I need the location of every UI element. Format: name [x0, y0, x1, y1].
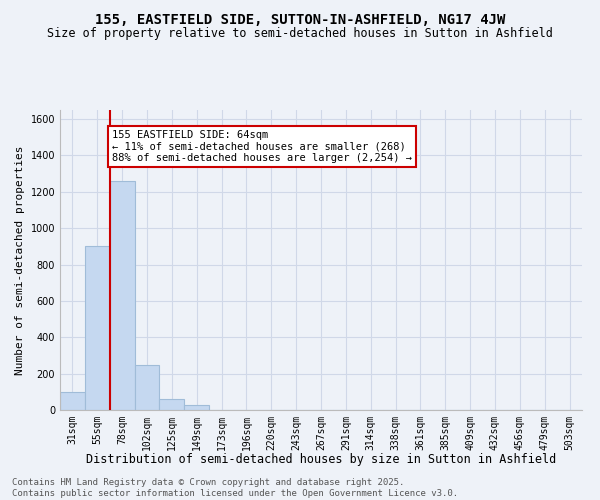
Text: 155, EASTFIELD SIDE, SUTTON-IN-ASHFIELD, NG17 4JW: 155, EASTFIELD SIDE, SUTTON-IN-ASHFIELD,… [95, 12, 505, 26]
Bar [60, 392, 85, 410]
Bar [85, 246, 110, 410]
Text: Distribution of semi-detached houses by size in Sutton in Ashfield: Distribution of semi-detached houses by … [86, 452, 556, 466]
Bar [160, 399, 184, 410]
Bar [184, 406, 209, 410]
Bar [134, 366, 160, 410]
Text: Size of property relative to semi-detached houses in Sutton in Ashfield: Size of property relative to semi-detach… [47, 28, 553, 40]
Text: Contains HM Land Registry data © Crown copyright and database right 2025.
Contai: Contains HM Land Registry data © Crown c… [12, 478, 458, 498]
Bar [110, 181, 134, 410]
Y-axis label: Number of semi-detached properties: Number of semi-detached properties [15, 145, 25, 375]
Text: 155 EASTFIELD SIDE: 64sqm
← 11% of semi-detached houses are smaller (268)
88% of: 155 EASTFIELD SIDE: 64sqm ← 11% of semi-… [112, 130, 412, 163]
